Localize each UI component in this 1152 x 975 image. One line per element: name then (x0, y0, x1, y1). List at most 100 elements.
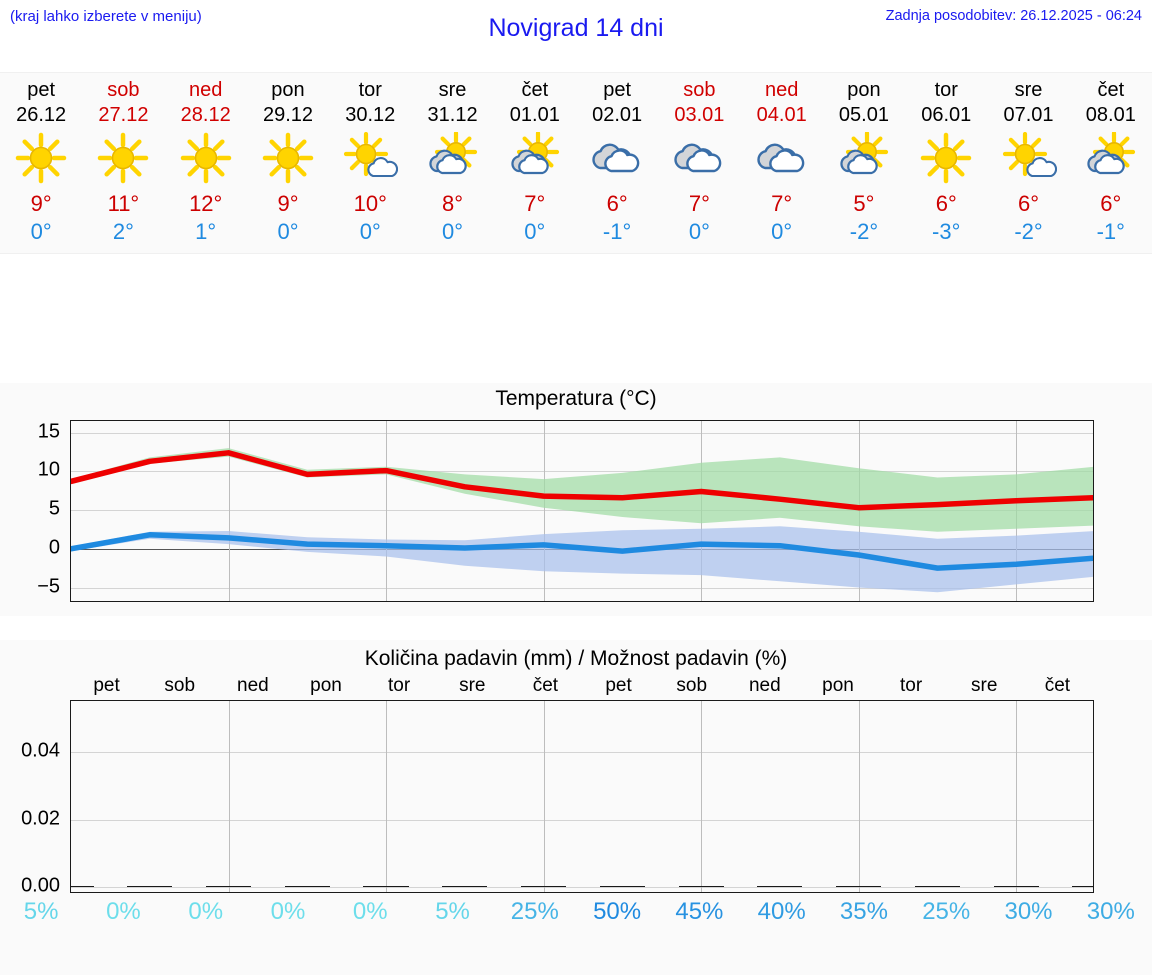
y-axis-tick-label: 0.02 (21, 807, 60, 829)
precipitation-bar (1072, 885, 1093, 888)
day-high-temp: 6° (935, 191, 957, 216)
precipitation-probability: 5% (435, 898, 470, 925)
precipitation-bar (205, 885, 252, 888)
sunny-icon (260, 130, 316, 186)
cloudy-icon (754, 130, 810, 186)
day-name: čet (1097, 79, 1125, 101)
day-date: 02.01 (592, 104, 643, 126)
day-date: 03.01 (674, 104, 725, 126)
gridline (71, 819, 1093, 821)
gridline (386, 701, 388, 892)
precipitation-bar (678, 885, 724, 888)
precipitation-day-label: ned (748, 675, 781, 696)
day-column[interactable]: čet 01.01 7° 0° (494, 73, 576, 253)
day-low-temp: -2° (1014, 219, 1043, 244)
day-name: čet (521, 79, 549, 101)
day-high-temp: 8° (442, 191, 464, 216)
precipitation-bar (127, 885, 173, 888)
gridline (71, 432, 1093, 434)
precipitation-chart-title: Količina padavin (mm) / Možnost padavin … (364, 647, 788, 670)
day-column[interactable]: ned 28.12 12° 1° (165, 73, 247, 253)
day-name: pon (847, 79, 881, 101)
sunny-icon (918, 130, 974, 186)
temperature-line (71, 532, 1093, 571)
precipitation-day-labels: pet sob ned pon tor sre čet pet sob ned pon tor sre č… (70, 675, 1094, 697)
day-low-temp: 0° (277, 219, 299, 244)
day-low-temp: 1° (195, 219, 217, 244)
day-column[interactable]: pet 02.01 6° -1° (576, 73, 658, 253)
day-date: 27.12 (98, 104, 149, 126)
day-date: 30.12 (345, 104, 396, 126)
y-axis-tick-label: 5 (48, 497, 60, 520)
day-column[interactable]: sob 03.01 7° 0° (658, 73, 740, 253)
precipitation-probability: 0% (352, 898, 388, 925)
precipitation-day-label: pet (93, 675, 120, 696)
page-title: Novigrad 14 dni (488, 14, 664, 42)
precipitation-bar (520, 885, 567, 888)
sun-small-cloud-icon (1001, 130, 1057, 186)
precipitation-bar (71, 885, 94, 888)
cloudy-icon (671, 130, 727, 186)
gridline (71, 887, 1093, 889)
day-date: 26.12 (16, 104, 67, 126)
day-column[interactable]: pet 26.12 9° 0° (0, 73, 82, 253)
precipitation-bar (363, 885, 409, 888)
day-high-temp: 7° (688, 191, 710, 216)
precipitation-day-label: sob (676, 675, 708, 696)
day-column[interactable]: sob 27.12 11° 2° (82, 73, 164, 253)
y-axis-tick-label: 15 (37, 420, 60, 443)
last-updated: Zadnja posodobitev: 26.12.2025 - 06:24 (885, 8, 1142, 24)
day-low-temp: 0° (359, 219, 381, 244)
gridline (543, 701, 545, 892)
precipitation-day-label: čet (1044, 675, 1071, 696)
partly-cloudy-icon (836, 130, 892, 186)
precipitation-probability: 0% (106, 898, 141, 925)
day-column[interactable]: pon 05.01 5° -2° (823, 73, 905, 253)
day-column[interactable]: čet 08.01 6° -1° (1070, 73, 1152, 253)
day-date: 08.01 (1085, 104, 1136, 126)
precipitation-day-label: čet (532, 675, 559, 696)
day-name: tor (358, 79, 382, 101)
day-date: 29.12 (262, 104, 314, 126)
day-column[interactable]: sre 31.12 8° 0° (411, 73, 493, 253)
precipitation-day-label: ned (237, 675, 269, 696)
day-column[interactable]: ned 04.01 7° 0° (741, 73, 823, 253)
precipitation-day-label: sre (971, 675, 998, 696)
y-axis-tick-label: −5 (37, 575, 60, 597)
precipitation-plot-area (70, 700, 1094, 893)
sunny-icon (178, 130, 234, 186)
day-column[interactable]: tor 06.01 6° -3° (905, 73, 987, 253)
precipitation-probability: 25% (510, 898, 559, 925)
precipitation-day-label: sre (459, 675, 486, 696)
day-high-temp: 6° (1100, 191, 1122, 216)
day-high-temp: 12° (189, 191, 223, 216)
day-date: 01.01 (509, 104, 560, 126)
temperature-range-band (71, 448, 1093, 532)
y-axis-tick-label: 10 (37, 458, 60, 481)
day-name: ned (764, 79, 799, 101)
day-high-temp: 7° (771, 191, 793, 216)
precipitation-probability-row: 5% 0% 0% 0% 0% 5% 25% 50% 45% 40% 35% 25% 30% 30% (0, 898, 1152, 926)
partly-cloudy-icon (425, 130, 481, 186)
gridline (858, 701, 860, 892)
temperature-series (71, 448, 1093, 593)
day-name: pon (271, 79, 305, 101)
partly-cloudy-icon (1083, 130, 1139, 186)
gridline (228, 421, 230, 601)
day-high-temp: 5° (853, 191, 875, 216)
precipitation-probability: 40% (757, 898, 806, 925)
gridline (543, 421, 545, 601)
day-column[interactable]: pon 29.12 9° 0° (247, 73, 329, 253)
day-column[interactable]: tor 30.12 10° 0° (329, 73, 411, 253)
day-column[interactable]: sre 07.01 6° -2° (987, 73, 1069, 253)
day-high-temp: 11° (107, 191, 140, 216)
precipitation-day-label: tor (388, 675, 411, 696)
day-low-temp: 0° (442, 219, 464, 244)
precipitation-probability: 0% (270, 898, 306, 925)
day-date: 06.01 (921, 104, 972, 126)
precipitation-bar (442, 885, 488, 888)
day-name: sob (107, 79, 140, 101)
cloudy-icon (589, 130, 645, 186)
day-name: sre (438, 79, 467, 101)
